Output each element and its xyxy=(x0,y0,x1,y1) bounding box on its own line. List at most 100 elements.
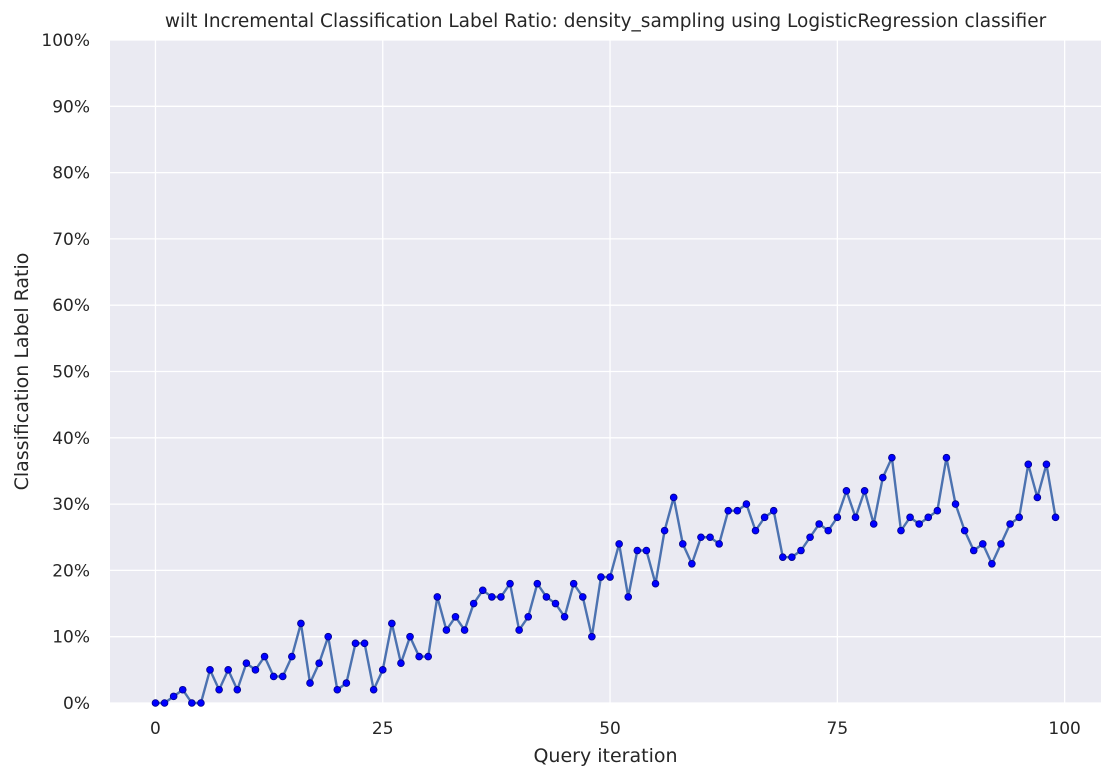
data-point xyxy=(633,546,642,555)
y-tick-label: 20% xyxy=(52,561,90,581)
y-tick-label: 90% xyxy=(52,97,90,117)
data-point xyxy=(488,593,496,601)
chart-title: wilt Incremental Classification Label Ra… xyxy=(165,11,1047,32)
data-point xyxy=(1006,520,1014,528)
data-point xyxy=(551,599,560,608)
data-point xyxy=(1015,513,1023,522)
data-point xyxy=(997,540,1005,548)
data-point xyxy=(260,652,269,661)
data-point xyxy=(678,540,687,548)
data-point xyxy=(360,639,369,648)
data-point xyxy=(178,685,187,694)
data-point xyxy=(497,593,505,601)
x-tick-labels: 0 25 50 75 100 xyxy=(150,719,1081,739)
data-point xyxy=(733,506,742,515)
data-point xyxy=(742,500,751,508)
data-point xyxy=(788,553,796,561)
data-point xyxy=(769,506,778,515)
data-point xyxy=(906,513,914,522)
data-point xyxy=(333,685,342,694)
series-line-layer xyxy=(155,456,1057,705)
data-point xyxy=(1051,513,1060,522)
data-point xyxy=(215,685,223,694)
data-point xyxy=(578,593,587,601)
data-point xyxy=(424,652,433,661)
data-point xyxy=(506,579,514,588)
data-point xyxy=(415,652,423,661)
data-point xyxy=(369,685,378,694)
data-point xyxy=(606,573,614,581)
data-point xyxy=(397,659,405,668)
data-point xyxy=(942,453,951,462)
data-point xyxy=(697,533,705,542)
data-point xyxy=(460,626,469,634)
data-point xyxy=(706,533,714,542)
data-point xyxy=(533,579,542,588)
data-point xyxy=(878,473,887,482)
y-tick-label: 100% xyxy=(41,31,90,51)
series-markers xyxy=(151,453,1060,707)
data-point xyxy=(560,613,569,621)
y-tick-label: 70% xyxy=(52,230,90,250)
x-tick-label: 75 xyxy=(827,719,849,739)
data-point xyxy=(151,699,160,707)
data-point xyxy=(715,540,723,548)
data-point xyxy=(660,526,669,535)
data-point xyxy=(378,666,387,674)
data-point xyxy=(597,573,605,581)
data-point xyxy=(615,540,623,548)
data-point xyxy=(188,699,196,707)
data-point xyxy=(1033,493,1042,502)
data-point xyxy=(760,513,769,522)
data-point xyxy=(833,513,842,522)
data-point xyxy=(951,500,960,508)
data-point xyxy=(242,659,251,668)
data-point xyxy=(1042,460,1051,469)
data-point xyxy=(233,685,242,694)
x-tick-label: 0 xyxy=(150,719,161,739)
y-tick-label: 0% xyxy=(63,694,90,714)
data-point xyxy=(388,619,396,628)
data-point xyxy=(1024,460,1033,469)
data-point xyxy=(169,692,178,701)
x-tick-label: 100 xyxy=(1048,719,1080,739)
data-point xyxy=(342,679,351,687)
y-tick-label: 60% xyxy=(52,296,90,316)
data-point xyxy=(197,699,205,707)
data-point xyxy=(824,526,833,535)
data-point xyxy=(642,546,651,555)
data-point xyxy=(851,513,860,522)
data-point xyxy=(624,593,633,601)
data-point xyxy=(897,526,905,535)
data-point xyxy=(315,659,323,668)
y-tick-label: 40% xyxy=(52,429,90,449)
data-point xyxy=(269,672,278,681)
y-tick-label: 30% xyxy=(52,495,90,515)
data-point xyxy=(297,619,305,628)
data-point xyxy=(979,540,987,548)
data-point xyxy=(469,599,478,608)
y-tick-label: 10% xyxy=(52,628,90,648)
data-point xyxy=(842,487,851,495)
data-point xyxy=(860,487,869,495)
x-tick-label: 50 xyxy=(599,719,621,739)
data-point xyxy=(324,632,333,641)
data-point xyxy=(778,553,787,561)
y-tick-label: 80% xyxy=(52,164,90,184)
data-point xyxy=(751,526,760,535)
data-point xyxy=(478,586,487,595)
data-point xyxy=(988,559,996,568)
data-point xyxy=(224,666,232,674)
x-tick-label: 25 xyxy=(372,719,394,739)
data-point xyxy=(888,453,896,462)
data-point xyxy=(569,579,578,588)
data-point xyxy=(524,613,533,621)
grid xyxy=(110,39,1101,704)
data-point xyxy=(451,613,460,621)
data-point xyxy=(306,679,314,687)
data-point xyxy=(288,652,296,661)
data-point xyxy=(669,493,678,502)
data-point xyxy=(351,639,360,648)
